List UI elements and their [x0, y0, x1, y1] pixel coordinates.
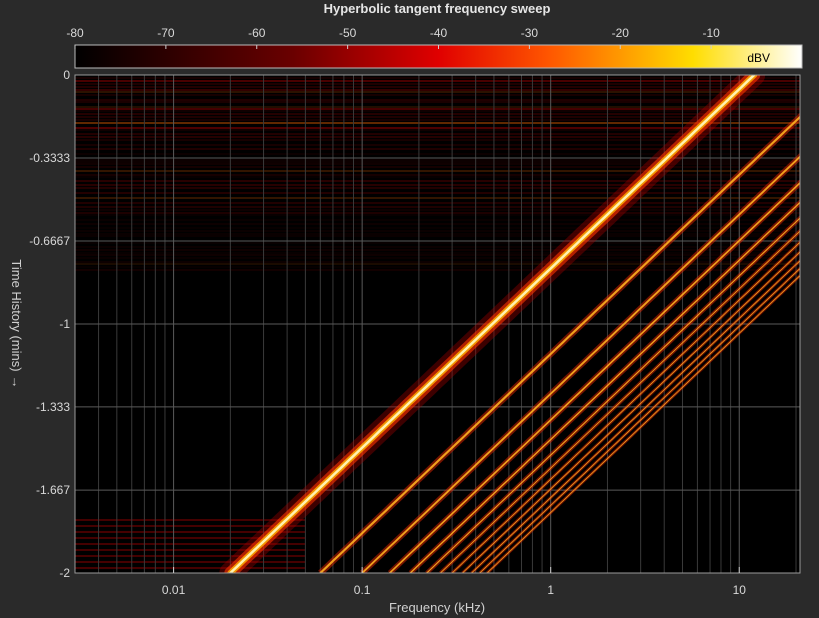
y-tick-label: -1 — [59, 317, 70, 331]
colorbar-tick-label: -10 — [702, 26, 720, 40]
harmonic-trace — [440, 230, 800, 573]
harmonic-traces — [219, 75, 800, 573]
x-axis-label: Frequency (kHz) — [389, 600, 485, 615]
y-tick-label: 0 — [63, 68, 70, 82]
colorbar-tick-label: -60 — [248, 26, 266, 40]
x-tick-label: 10 — [733, 583, 747, 597]
y-tick-label: -2 — [59, 566, 70, 580]
x-tick-label: 1 — [547, 583, 554, 597]
harmonic-trace — [389, 181, 800, 573]
chart-title: Hyperbolic tangent frequency sweep — [324, 1, 551, 16]
harmonic-trace — [361, 155, 800, 573]
colorbar-tick-label: -70 — [157, 26, 175, 40]
harmonic-trace — [462, 251, 800, 573]
y-tick-label: -0.3333 — [29, 151, 70, 165]
harmonic-trace — [409, 201, 800, 573]
harmonic-trace — [486, 274, 800, 573]
colorbar-tick-label: -30 — [521, 26, 539, 40]
plot-frame — [74, 74, 801, 574]
harmonic-trace — [319, 115, 800, 573]
colorbar-tick-label: -20 — [612, 26, 630, 40]
harmonic-trace — [479, 267, 800, 573]
y-axis-label: Time History (mins)→ — [9, 259, 24, 388]
harmonic-trace — [426, 217, 800, 573]
y-tick-label: -0.6667 — [29, 234, 70, 248]
x-tick-label: 0.1 — [354, 583, 371, 597]
grid-lines — [75, 75, 800, 573]
fundamental-trace — [229, 75, 756, 573]
colorbar-tick-label: -80 — [66, 26, 84, 40]
x-tick-label: 0.01 — [162, 583, 186, 597]
harmonic-trace — [451, 241, 800, 573]
colorbar-unit-label: dBV — [747, 51, 770, 65]
y-tick-label: -1.333 — [36, 400, 70, 414]
y-tick-label: -1.667 — [36, 483, 70, 497]
colorbar-tick-label: -40 — [430, 26, 448, 40]
colorbar: dBV -80 -70 -60 -50 -40 -30 -20 -10 — [66, 26, 803, 69]
harmonic-trace — [471, 260, 800, 573]
colorbar-tick-label: -50 — [339, 26, 357, 40]
